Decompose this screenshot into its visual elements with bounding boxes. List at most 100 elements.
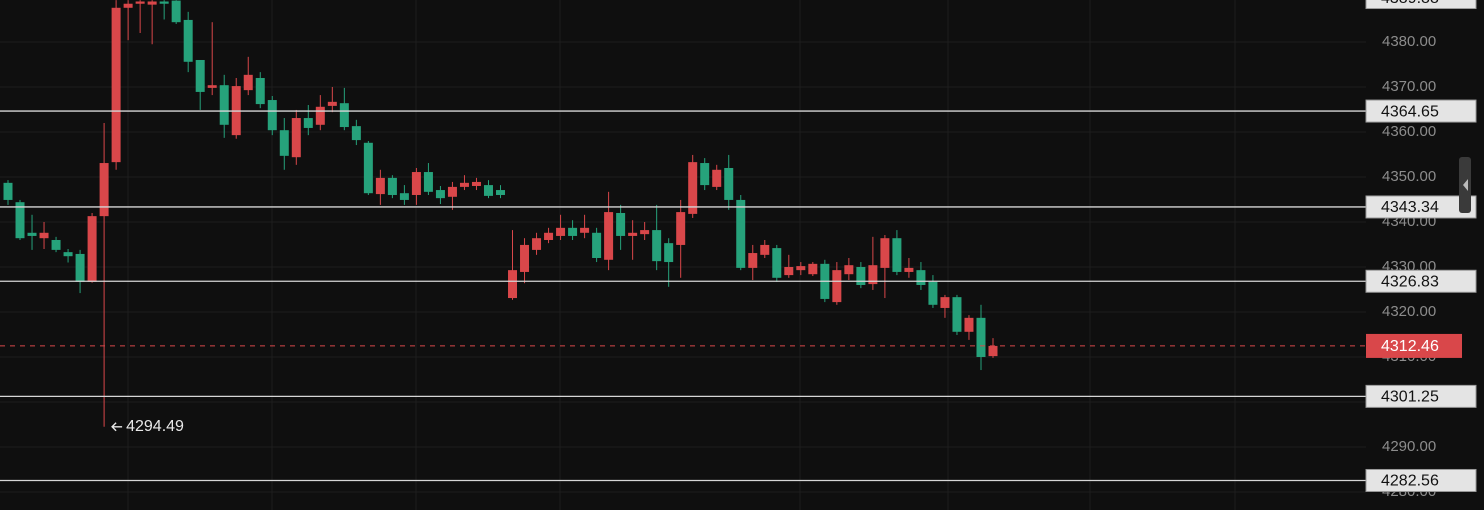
candle-body <box>183 19 193 62</box>
candle-body <box>916 270 926 285</box>
y-tick-label: 4350.00 <box>1382 168 1436 185</box>
candle-body <box>219 85 229 125</box>
y-tick-label: 4290.00 <box>1382 438 1436 455</box>
candle-body <box>123 3 133 8</box>
candle-body <box>856 266 866 285</box>
handle-arrow <box>1463 179 1468 191</box>
candle-body <box>520 244 530 272</box>
candle-body <box>580 227 590 233</box>
candle-body <box>15 202 25 239</box>
candle-body <box>399 193 409 200</box>
candle-body <box>712 169 722 187</box>
level-box <box>1365 384 1477 408</box>
candle-body <box>832 270 842 303</box>
level-box <box>1365 468 1477 492</box>
candle-body <box>616 212 626 236</box>
candle-body <box>159 1 169 4</box>
candle-body <box>255 77 265 105</box>
candle-body <box>544 232 554 240</box>
candle-body <box>496 190 505 195</box>
candle-body <box>375 177 385 195</box>
candle-body <box>904 267 914 272</box>
y-tick-label: 4320.00 <box>1382 303 1436 320</box>
candle-body <box>435 190 445 199</box>
y-tick-label: 4360.00 <box>1382 123 1436 140</box>
candle-body <box>508 270 518 299</box>
candle-body <box>964 317 974 332</box>
candle-body <box>784 266 794 276</box>
candle-body <box>63 252 73 257</box>
candle-body <box>339 103 349 128</box>
candle-body <box>51 239 61 250</box>
low-label: 4294.49 <box>126 418 184 435</box>
candle-body <box>75 253 85 282</box>
candle-body <box>483 185 493 196</box>
candle-body <box>387 177 397 195</box>
candle-body <box>988 345 998 357</box>
candle-body <box>351 126 361 141</box>
candle-body <box>291 118 301 158</box>
candle-body <box>556 227 566 236</box>
candle-body <box>640 230 650 235</box>
candle-body <box>568 227 578 236</box>
last-price-label: 4312.46 <box>1381 338 1439 355</box>
level-labels: 4389.88 4364.65 4343.34 4326.83 4301.25 4282.… <box>111 0 1477 492</box>
candle-body <box>868 265 878 285</box>
candle-body <box>303 118 313 128</box>
candle-body <box>87 216 97 282</box>
level-label: 4301.25 <box>1381 389 1439 406</box>
candle-body <box>447 186 457 197</box>
candle-body <box>628 232 638 236</box>
candle-body <box>363 142 373 194</box>
level-box <box>1365 195 1477 219</box>
level-box <box>1365 99 1477 123</box>
candles <box>3 0 998 427</box>
candle-body <box>664 243 674 263</box>
candle-body <box>676 212 686 245</box>
candle-body <box>99 163 109 217</box>
candle-body <box>459 182 469 187</box>
y-tick-label: 4370.00 <box>1382 78 1436 95</box>
level-label: 4364.65 <box>1381 103 1439 120</box>
candle-body <box>724 167 734 200</box>
candle-body <box>471 181 481 186</box>
level-label: 4282.56 <box>1381 473 1439 490</box>
y-tick-label: 4380.00 <box>1382 33 1436 50</box>
candle-body <box>796 266 806 271</box>
candle-body <box>940 297 950 308</box>
candle-body <box>952 297 962 332</box>
candle-body <box>592 232 602 258</box>
candle-body <box>27 232 37 236</box>
candle-body <box>700 163 710 186</box>
candle-body <box>3 182 13 200</box>
candle-body <box>135 1 145 4</box>
candle-body <box>411 172 421 195</box>
candle-body <box>892 238 902 272</box>
candle-body <box>652 230 662 262</box>
levels <box>0 110 1366 482</box>
last-price-box <box>1366 333 1462 358</box>
candle-body <box>880 238 890 268</box>
candle-body <box>111 7 121 163</box>
candle-body <box>976 317 986 357</box>
level-label: 4326.83 <box>1381 273 1439 290</box>
candle-body <box>808 263 818 275</box>
time-grid <box>127 0 1236 510</box>
candle-body <box>688 162 698 214</box>
candle-body <box>423 172 433 192</box>
candle-body <box>772 248 782 278</box>
candle-body <box>604 212 614 260</box>
candle-body <box>207 85 217 88</box>
scroll-handle[interactable] <box>1459 157 1471 213</box>
candle-body <box>147 1 157 5</box>
low-arrow <box>111 422 123 432</box>
candle-body <box>748 253 758 268</box>
candle-body <box>195 59 205 92</box>
level-box <box>1365 0 1477 10</box>
candle-body <box>760 244 770 255</box>
candle-body <box>532 238 542 250</box>
candle-body <box>171 0 181 23</box>
candle-body <box>315 106 325 125</box>
